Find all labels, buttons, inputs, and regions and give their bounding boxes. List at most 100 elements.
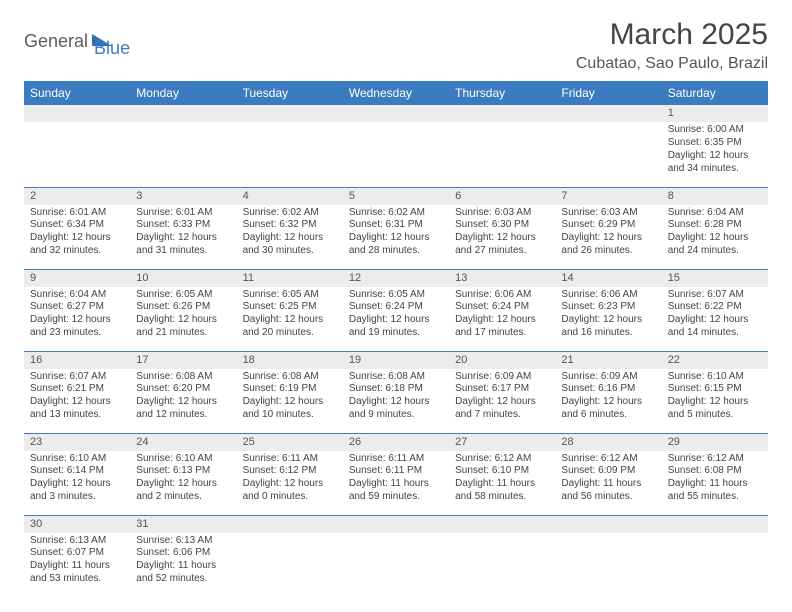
sunset-text: Sunset: 6:20 PM bbox=[136, 383, 230, 396]
day-number-bar bbox=[343, 105, 449, 122]
calendar-cell: 11Sunrise: 6:05 AMSunset: 6:25 PMDayligh… bbox=[237, 269, 343, 351]
daylight-text-2: and 53 minutes. bbox=[30, 573, 124, 586]
sunset-text: Sunset: 6:10 PM bbox=[455, 465, 549, 478]
sunset-text: Sunset: 6:18 PM bbox=[349, 383, 443, 396]
daylight-text-2: and 32 minutes. bbox=[30, 245, 124, 258]
daylight-text-1: Daylight: 12 hours bbox=[349, 314, 443, 327]
day-details: Sunrise: 6:12 AMSunset: 6:08 PMDaylight:… bbox=[662, 451, 768, 508]
sunrise-text: Sunrise: 6:02 AM bbox=[243, 207, 337, 220]
col-saturday: Saturday bbox=[662, 81, 768, 105]
daylight-text-2: and 12 minutes. bbox=[136, 409, 230, 422]
daylight-text-2: and 0 minutes. bbox=[243, 491, 337, 504]
daylight-text-1: Daylight: 12 hours bbox=[455, 232, 549, 245]
sunset-text: Sunset: 6:32 PM bbox=[243, 219, 337, 232]
day-details: Sunrise: 6:06 AMSunset: 6:24 PMDaylight:… bbox=[449, 287, 555, 344]
daylight-text-2: and 3 minutes. bbox=[30, 491, 124, 504]
sunset-text: Sunset: 6:25 PM bbox=[243, 301, 337, 314]
day-number: 9 bbox=[24, 270, 130, 287]
day-details: Sunrise: 6:12 AMSunset: 6:10 PMDaylight:… bbox=[449, 451, 555, 508]
daylight-text-2: and 59 minutes. bbox=[349, 491, 443, 504]
logo-word2: Blue bbox=[94, 38, 130, 58]
day-number: 1 bbox=[662, 105, 768, 122]
day-details: Sunrise: 6:04 AMSunset: 6:27 PMDaylight:… bbox=[24, 287, 130, 344]
calendar-week-row: 1Sunrise: 6:00 AMSunset: 6:35 PMDaylight… bbox=[24, 105, 768, 187]
calendar-cell: 16Sunrise: 6:07 AMSunset: 6:21 PMDayligh… bbox=[24, 351, 130, 433]
calendar-cell: 25Sunrise: 6:11 AMSunset: 6:12 PMDayligh… bbox=[237, 433, 343, 515]
sunset-text: Sunset: 6:30 PM bbox=[455, 219, 549, 232]
calendar-cell: 2Sunrise: 6:01 AMSunset: 6:34 PMDaylight… bbox=[24, 187, 130, 269]
daylight-text-1: Daylight: 11 hours bbox=[30, 560, 124, 573]
sunset-text: Sunset: 6:24 PM bbox=[455, 301, 549, 314]
calendar-cell: 15Sunrise: 6:07 AMSunset: 6:22 PMDayligh… bbox=[662, 269, 768, 351]
day-number: 11 bbox=[237, 270, 343, 287]
calendar-cell: 13Sunrise: 6:06 AMSunset: 6:24 PMDayligh… bbox=[449, 269, 555, 351]
page-subtitle: Cubatao, Sao Paulo, Brazil bbox=[576, 55, 768, 73]
sunset-text: Sunset: 6:14 PM bbox=[30, 465, 124, 478]
daylight-text-1: Daylight: 12 hours bbox=[349, 396, 443, 409]
day-details: Sunrise: 6:11 AMSunset: 6:12 PMDaylight:… bbox=[237, 451, 343, 508]
calendar-cell bbox=[555, 515, 661, 597]
calendar-cell bbox=[130, 105, 236, 187]
col-wednesday: Wednesday bbox=[343, 81, 449, 105]
day-number: 4 bbox=[237, 188, 343, 205]
sunrise-text: Sunrise: 6:11 AM bbox=[243, 453, 337, 466]
daylight-text-1: Daylight: 12 hours bbox=[243, 232, 337, 245]
day-details: Sunrise: 6:10 AMSunset: 6:15 PMDaylight:… bbox=[662, 369, 768, 426]
day-details: Sunrise: 6:02 AMSunset: 6:31 PMDaylight:… bbox=[343, 205, 449, 262]
daylight-text-1: Daylight: 12 hours bbox=[243, 478, 337, 491]
day-details: Sunrise: 6:01 AMSunset: 6:33 PMDaylight:… bbox=[130, 205, 236, 262]
daylight-text-2: and 17 minutes. bbox=[455, 327, 549, 340]
col-friday: Friday bbox=[555, 81, 661, 105]
calendar-cell: 17Sunrise: 6:08 AMSunset: 6:20 PMDayligh… bbox=[130, 351, 236, 433]
sunrise-text: Sunrise: 6:13 AM bbox=[136, 535, 230, 548]
sunrise-text: Sunrise: 6:01 AM bbox=[30, 207, 124, 220]
calendar-cell bbox=[237, 105, 343, 187]
sunrise-text: Sunrise: 6:11 AM bbox=[349, 453, 443, 466]
calendar-cell bbox=[449, 105, 555, 187]
daylight-text-2: and 19 minutes. bbox=[349, 327, 443, 340]
day-number: 26 bbox=[343, 434, 449, 451]
sunset-text: Sunset: 6:21 PM bbox=[30, 383, 124, 396]
daylight-text-2: and 27 minutes. bbox=[455, 245, 549, 258]
calendar-cell: 29Sunrise: 6:12 AMSunset: 6:08 PMDayligh… bbox=[662, 433, 768, 515]
calendar-cell bbox=[24, 105, 130, 187]
day-details: Sunrise: 6:05 AMSunset: 6:24 PMDaylight:… bbox=[343, 287, 449, 344]
daylight-text-1: Daylight: 11 hours bbox=[349, 478, 443, 491]
day-number-bar bbox=[555, 516, 661, 533]
title-block: March 2025 Cubatao, Sao Paulo, Brazil bbox=[576, 18, 768, 73]
day-number: 20 bbox=[449, 352, 555, 369]
sunrise-text: Sunrise: 6:03 AM bbox=[455, 207, 549, 220]
daylight-text-2: and 58 minutes. bbox=[455, 491, 549, 504]
sunrise-text: Sunrise: 6:09 AM bbox=[561, 371, 655, 384]
sunrise-text: Sunrise: 6:08 AM bbox=[136, 371, 230, 384]
calendar-cell: 27Sunrise: 6:12 AMSunset: 6:10 PMDayligh… bbox=[449, 433, 555, 515]
daylight-text-2: and 28 minutes. bbox=[349, 245, 443, 258]
day-number: 31 bbox=[130, 516, 236, 533]
sunset-text: Sunset: 6:13 PM bbox=[136, 465, 230, 478]
daylight-text-2: and 5 minutes. bbox=[668, 409, 762, 422]
sunset-text: Sunset: 6:19 PM bbox=[243, 383, 337, 396]
daylight-text-1: Daylight: 12 hours bbox=[30, 232, 124, 245]
calendar-table: Sunday Monday Tuesday Wednesday Thursday… bbox=[24, 81, 768, 597]
sunset-text: Sunset: 6:27 PM bbox=[30, 301, 124, 314]
daylight-text-1: Daylight: 12 hours bbox=[455, 396, 549, 409]
day-details: Sunrise: 6:07 AMSunset: 6:21 PMDaylight:… bbox=[24, 369, 130, 426]
daylight-text-2: and 55 minutes. bbox=[668, 491, 762, 504]
daylight-text-1: Daylight: 11 hours bbox=[455, 478, 549, 491]
daylight-text-2: and 16 minutes. bbox=[561, 327, 655, 340]
calendar-cell bbox=[237, 515, 343, 597]
day-number-bar bbox=[662, 516, 768, 533]
daylight-text-1: Daylight: 12 hours bbox=[30, 478, 124, 491]
sunrise-text: Sunrise: 6:10 AM bbox=[30, 453, 124, 466]
calendar-cell: 12Sunrise: 6:05 AMSunset: 6:24 PMDayligh… bbox=[343, 269, 449, 351]
day-number: 21 bbox=[555, 352, 661, 369]
day-number: 3 bbox=[130, 188, 236, 205]
day-details: Sunrise: 6:08 AMSunset: 6:19 PMDaylight:… bbox=[237, 369, 343, 426]
sunrise-text: Sunrise: 6:12 AM bbox=[561, 453, 655, 466]
day-number-bar bbox=[555, 105, 661, 122]
day-details: Sunrise: 6:05 AMSunset: 6:25 PMDaylight:… bbox=[237, 287, 343, 344]
sunrise-text: Sunrise: 6:02 AM bbox=[349, 207, 443, 220]
daylight-text-2: and 23 minutes. bbox=[30, 327, 124, 340]
daylight-text-1: Daylight: 12 hours bbox=[561, 396, 655, 409]
daylight-text-1: Daylight: 12 hours bbox=[561, 232, 655, 245]
